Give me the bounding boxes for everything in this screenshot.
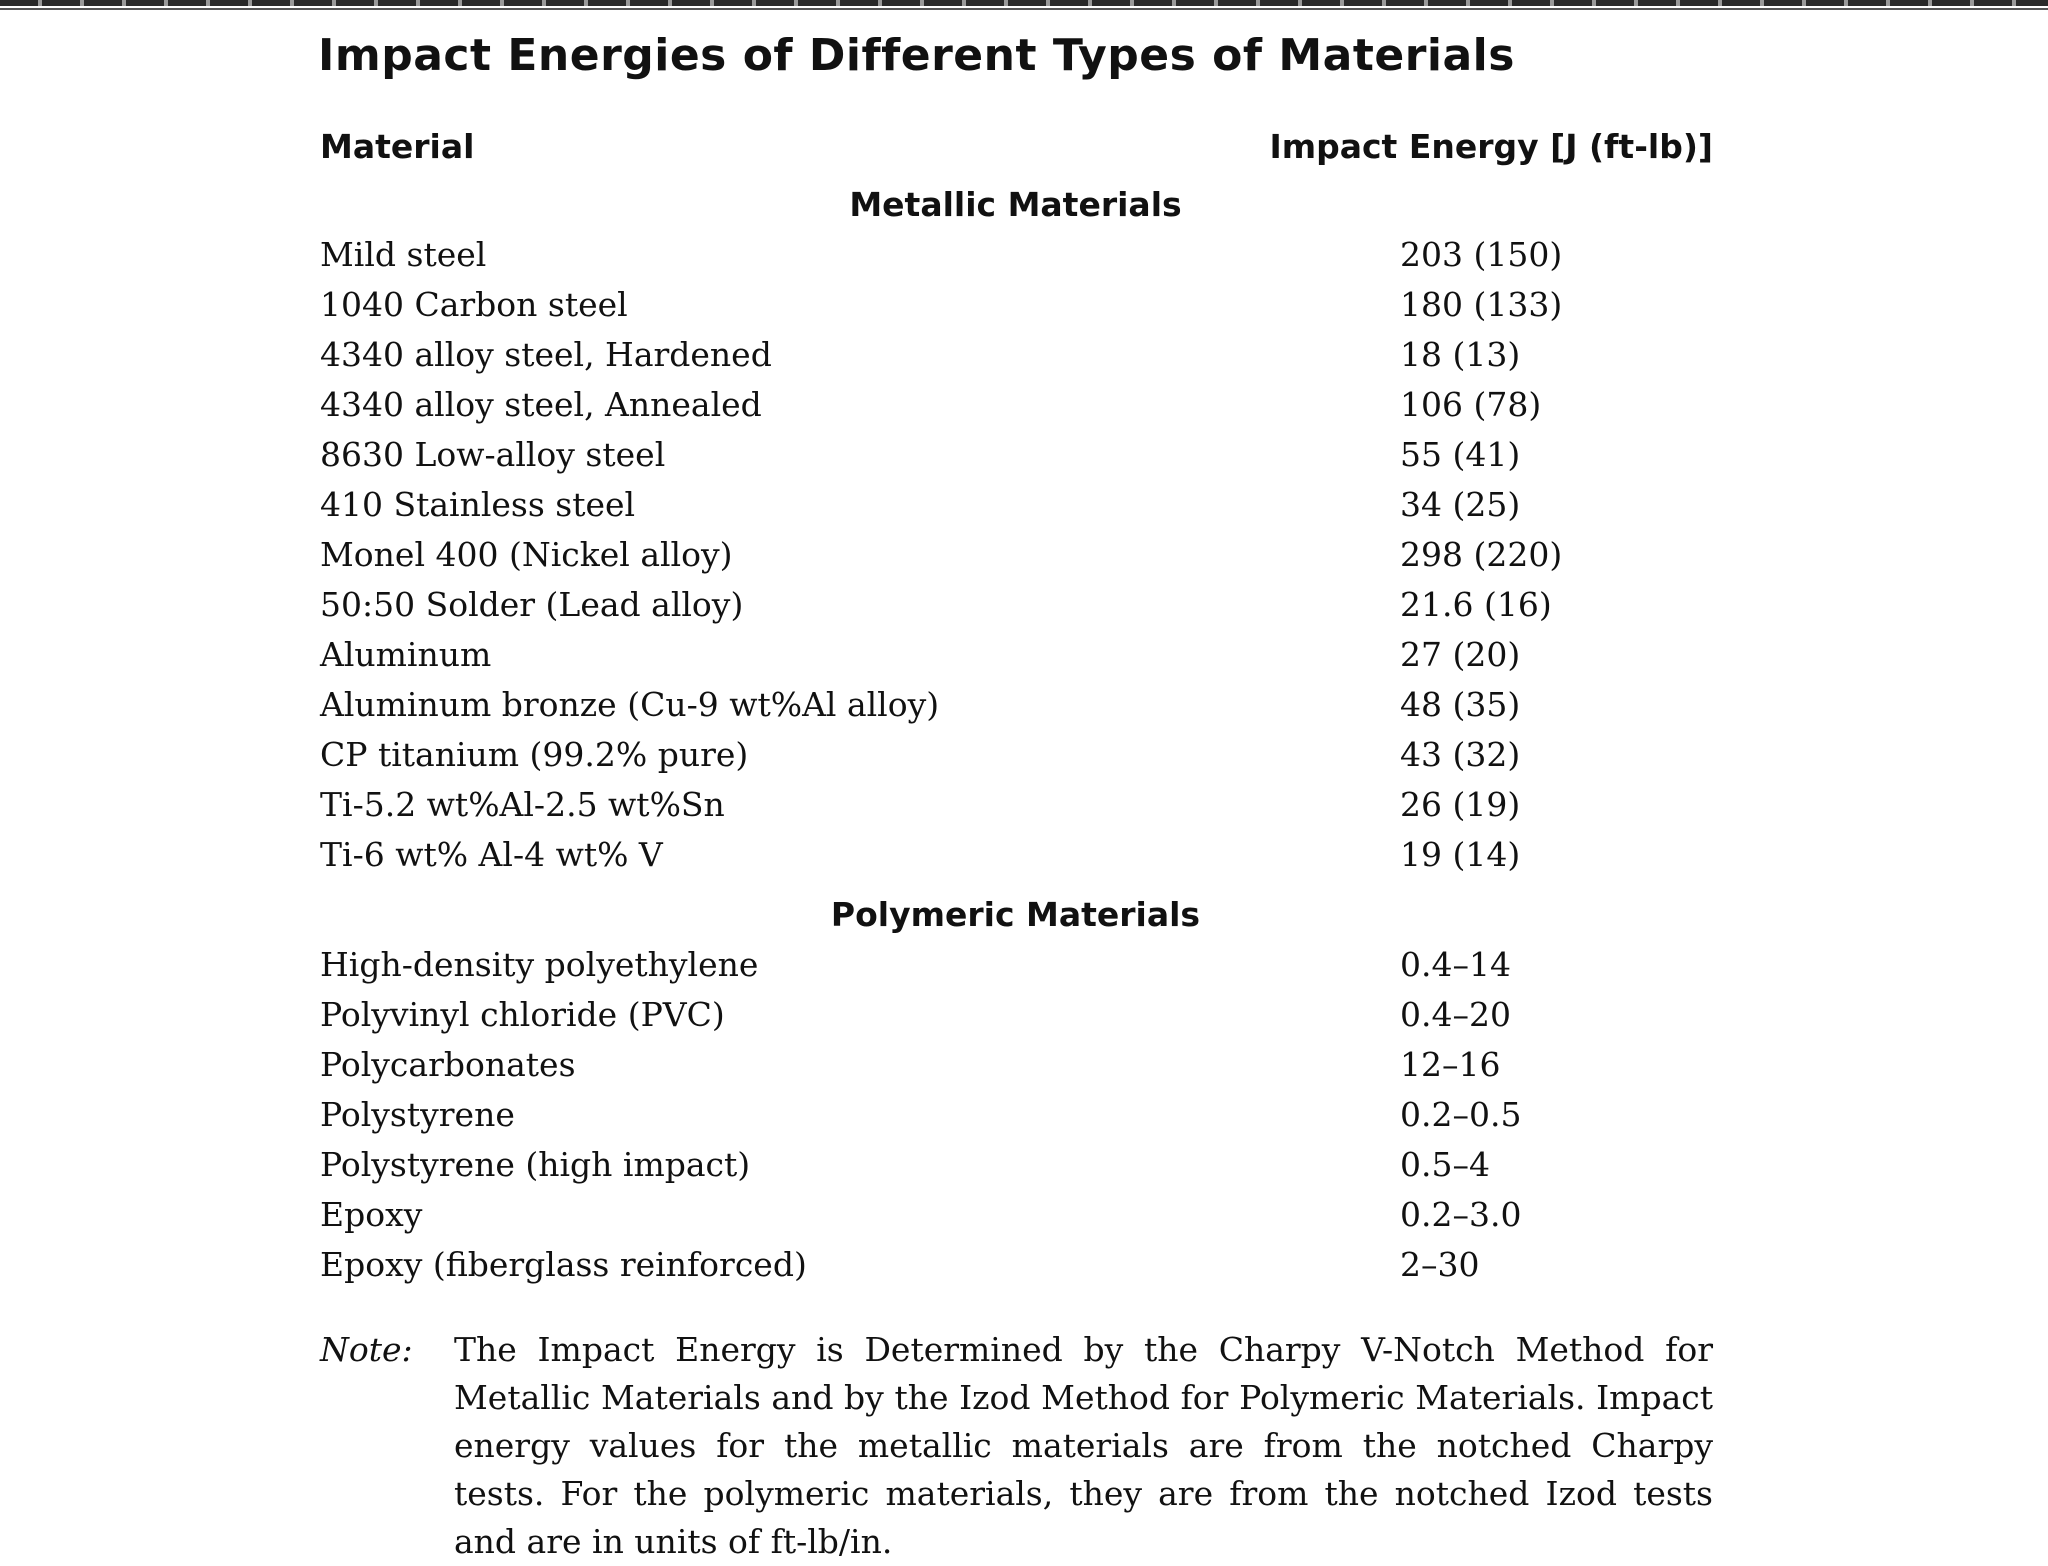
material-cell: Polystyrene <box>320 1095 515 1134</box>
table-row: 410 Stainless steel 34 (25) <box>318 480 1713 530</box>
table-row: 50:50 Solder (Lead alloy) 21.6 (16) <box>318 580 1713 630</box>
top-border-line <box>0 8 2048 10</box>
table-row: Epoxy 0.2–3.0 <box>318 1190 1713 1240</box>
material-cell: 8630 Low-alloy steel <box>320 435 666 474</box>
section-heading-metallic: Metallic Materials <box>849 185 1182 224</box>
material-cell: Ti-5.2 wt%Al-2.5 wt%Sn <box>320 785 725 824</box>
material-cell: Aluminum <box>320 635 492 674</box>
impact-energy-cell: 0.4–20 <box>1400 995 1511 1034</box>
impact-energy-cell: 55 (41) <box>1400 435 1521 474</box>
metallic-table-body: Mild steel 203 (150) 1040 Carbon steel 180 … <box>318 230 1713 880</box>
impact-energy-cell: 298 (220) <box>1400 535 1563 574</box>
material-cell: Polystyrene (high impact) <box>320 1145 751 1184</box>
impact-energy-cell: 12–16 <box>1400 1045 1501 1084</box>
polymeric-table-body: High-density polyethylene 0.4–14 Polyvinyl… <box>318 940 1713 1290</box>
material-cell: 50:50 Solder (Lead alloy) <box>320 585 744 624</box>
table-row: Ti-5.2 wt%Al-2.5 wt%Sn 26 (19) <box>318 780 1713 830</box>
material-cell: 4340 alloy steel, Annealed <box>320 385 762 424</box>
material-cell: CP titanium (99.2% pure) <box>320 735 749 774</box>
material-cell: Epoxy (fiberglass reinforced) <box>320 1245 807 1284</box>
impact-energy-cell: 180 (133) <box>1400 285 1563 324</box>
table-row: Aluminum bronze (Cu-9 wt%Al alloy) 48 (35… <box>318 680 1713 730</box>
impact-energy-cell: 21.6 (16) <box>1400 585 1552 624</box>
impact-energy-cell: 2–30 <box>1400 1245 1480 1284</box>
table-row: Polycarbonates 12–16 <box>318 1040 1713 1090</box>
impact-energy-cell: 26 (19) <box>1400 785 1521 824</box>
impact-energy-cell: 0.5–4 <box>1400 1145 1490 1184</box>
material-cell: Aluminum bronze (Cu-9 wt%Al alloy) <box>320 685 940 724</box>
material-cell: Epoxy <box>320 1195 423 1234</box>
impact-energy-cell: 48 (35) <box>1400 685 1521 724</box>
note-text: The Impact Energy is Determined by the C… <box>454 1330 1713 1561</box>
table-row: 8630 Low-alloy steel 55 (41) <box>318 430 1713 480</box>
impact-energy-cell: 34 (25) <box>1400 485 1521 524</box>
table-row: Mild steel 203 (150) <box>318 230 1713 280</box>
column-header-impact-energy: Impact Energy [J (ft-lb)] <box>1269 127 1713 166</box>
table-row: CP titanium (99.2% pure) 43 (32) <box>318 730 1713 780</box>
table-header: Material Impact Energy [J (ft-lb)] <box>318 122 1713 172</box>
material-cell: 410 Stainless steel <box>320 485 636 524</box>
top-border-rule <box>0 0 2048 6</box>
impact-energy-cell: 43 (32) <box>1400 735 1521 774</box>
document-page: Impact Energies of Different Types of Ma… <box>318 20 1713 1566</box>
table-row: Monel 400 (Nickel alloy) 298 (220) <box>318 530 1713 580</box>
column-header-material: Material <box>320 127 475 166</box>
table-row: Polystyrene (high impact) 0.5–4 <box>318 1140 1713 1190</box>
material-cell: Ti-6 wt% Al-4 wt% V <box>320 835 663 874</box>
table-row: Polyvinyl chloride (PVC) 0.4–20 <box>318 990 1713 1040</box>
material-cell: Monel 400 (Nickel alloy) <box>320 535 733 574</box>
table-row: 1040 Carbon steel 180 (133) <box>318 280 1713 330</box>
material-cell: Mild steel <box>320 235 487 274</box>
impact-energy-cell: 19 (14) <box>1400 835 1521 874</box>
table-row: Epoxy (fiberglass reinforced) 2–30 <box>318 1240 1713 1290</box>
impact-energy-cell: 27 (20) <box>1400 635 1521 674</box>
table-row: Aluminum 27 (20) <box>318 630 1713 680</box>
impact-energy-cell: 18 (13) <box>1400 335 1521 374</box>
note-label: Note: <box>320 1330 413 1369</box>
table-note: Note: The Impact Energy is Determined by… <box>318 1326 1713 1566</box>
material-cell: High-density polyethylene <box>320 945 759 984</box>
table-row: Ti-6 wt% Al-4 wt% V 19 (14) <box>318 830 1713 880</box>
material-cell: Polycarbonates <box>320 1045 576 1084</box>
table-row: 4340 alloy steel, Hardened 18 (13) <box>318 330 1713 380</box>
impact-energy-cell: 0.2–0.5 <box>1400 1095 1522 1134</box>
impact-energy-cell: 0.4–14 <box>1400 945 1511 984</box>
section-heading-polymeric: Polymeric Materials <box>830 895 1201 934</box>
impact-energy-cell: 203 (150) <box>1400 235 1563 274</box>
table-row: High-density polyethylene 0.4–14 <box>318 940 1713 990</box>
table-row: 4340 alloy steel, Annealed 106 (78) <box>318 380 1713 430</box>
impact-energy-cell: 106 (78) <box>1400 385 1542 424</box>
material-cell: 1040 Carbon steel <box>320 285 628 324</box>
table-row: Polystyrene 0.2–0.5 <box>318 1090 1713 1140</box>
impact-energy-cell: 0.2–3.0 <box>1400 1195 1522 1234</box>
material-cell: 4340 alloy steel, Hardened <box>320 335 772 374</box>
material-cell: Polyvinyl chloride (PVC) <box>320 995 725 1034</box>
page-title: Impact Energies of Different Types of Ma… <box>318 30 1515 81</box>
